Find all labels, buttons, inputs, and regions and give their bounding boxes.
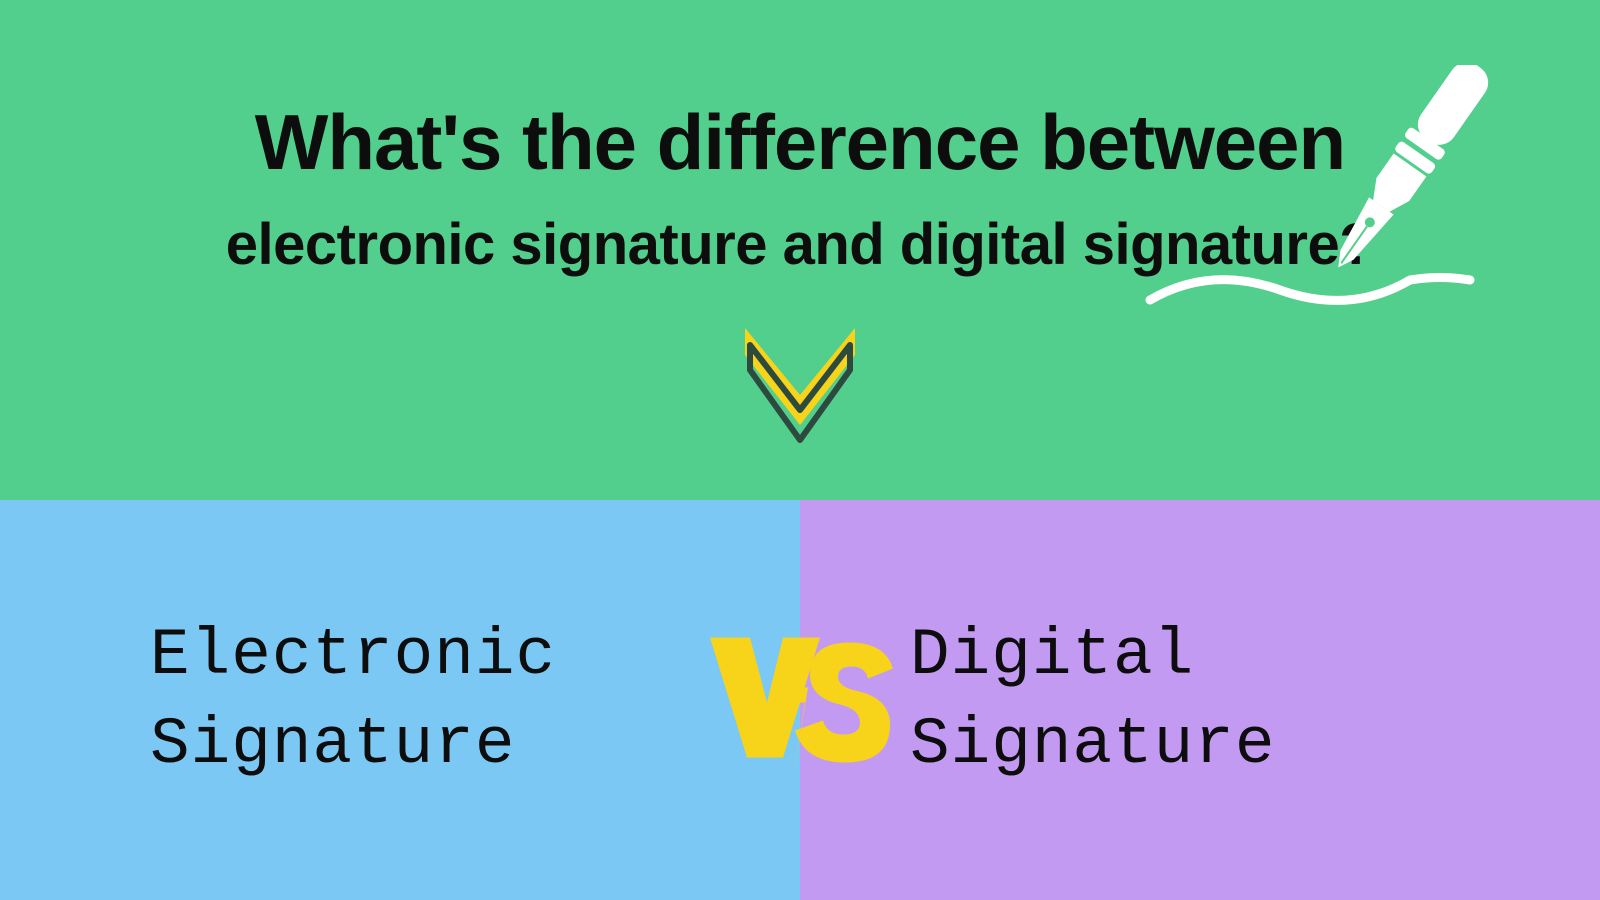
right-line-1: Digital (910, 618, 1194, 693)
left-line-2: Signature (150, 707, 515, 782)
top-section: What's the difference between electronic… (0, 0, 1600, 500)
pen-icon (1130, 65, 1530, 345)
left-panel: Electronic Signature (0, 500, 800, 900)
right-line-2: Signature (910, 707, 1275, 782)
right-panel-text: Digital Signature (910, 611, 1275, 789)
vs-icon (705, 613, 895, 788)
right-panel: Digital Signature (800, 500, 1600, 900)
bottom-section: Electronic Signature Digital Signature (0, 500, 1600, 900)
left-line-1: Electronic (150, 618, 556, 693)
down-arrow-icon (730, 320, 870, 450)
left-panel-text: Electronic Signature (150, 611, 556, 789)
